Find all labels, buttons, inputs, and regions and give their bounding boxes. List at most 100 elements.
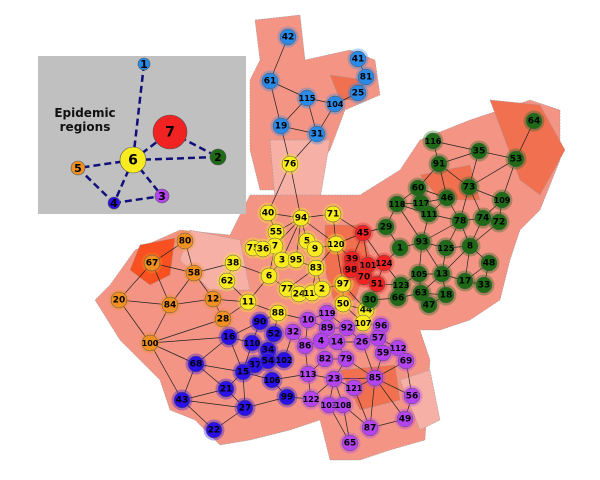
node-label: 58	[188, 269, 201, 279]
node-label: 34	[262, 346, 275, 356]
node-label: 20	[113, 296, 126, 306]
edge-100-16	[149, 336, 230, 344]
edge-67-20	[118, 262, 153, 301]
node-label: 44	[360, 306, 373, 316]
node-80: 80	[174, 230, 196, 252]
node-label: 69	[400, 357, 413, 367]
node-label: 49	[399, 415, 412, 425]
node-label: 17	[459, 277, 472, 287]
node-label: 65	[344, 439, 357, 449]
node-13: 13	[431, 263, 453, 285]
node-label: 19	[275, 122, 288, 132]
node-111: 111	[418, 203, 440, 225]
node-102: 102	[273, 349, 295, 371]
node-label: 70	[358, 273, 371, 283]
node-label: 53	[510, 155, 523, 165]
node-32: 32	[282, 321, 304, 343]
node-61: 61	[259, 70, 281, 92]
node-label: 98	[345, 266, 358, 276]
node-label: 106	[264, 376, 281, 385]
node-98: 98	[340, 259, 362, 281]
node-47: 47	[418, 294, 440, 316]
node-124: 124	[373, 252, 395, 274]
inset-region-label: 7	[165, 125, 175, 141]
inset-region-label: 2	[214, 151, 222, 164]
node-label: 48	[483, 259, 496, 269]
node-15: 15	[232, 361, 254, 383]
edge-100-43	[149, 342, 183, 401]
node-label: 2	[319, 285, 325, 295]
inset-region-5: 5	[70, 160, 86, 176]
node-label: 82	[319, 355, 332, 365]
node-label: 105	[411, 270, 428, 279]
node-label: 50	[337, 300, 350, 310]
edge-28-100	[149, 318, 224, 344]
node-83: 83	[305, 257, 327, 279]
inset-region-1: 1	[137, 57, 151, 71]
node-72: 72	[488, 211, 510, 233]
node-label: 101	[360, 261, 377, 270]
node-22: 22	[203, 419, 225, 441]
node-label: 104	[327, 100, 344, 109]
node-69: 69	[395, 350, 417, 372]
node-122: 122	[300, 388, 322, 410]
node-8: 8	[459, 235, 481, 257]
node-label: 64	[528, 117, 541, 127]
node-18: 18	[435, 284, 457, 306]
node-57: 57	[367, 327, 389, 349]
node-label: 51	[371, 280, 384, 290]
node-label: 122	[303, 395, 320, 404]
node-87: 87	[359, 417, 381, 439]
node-label: 60	[412, 184, 425, 194]
node-label: 97	[337, 280, 350, 290]
node-50: 50	[332, 293, 354, 315]
node-56: 56	[401, 385, 423, 407]
node-64: 64	[523, 110, 545, 132]
node-label: 72	[493, 218, 506, 228]
edge-100-68	[149, 342, 197, 365]
node-66: 66	[387, 287, 409, 309]
node-label: 75	[247, 244, 260, 254]
edge-76-40	[267, 163, 291, 214]
node-label: 85	[369, 374, 382, 384]
node-115: 115	[296, 87, 318, 109]
node-2: 2	[311, 278, 333, 300]
node-label: 71	[327, 210, 340, 220]
node-label: 86	[299, 342, 312, 352]
node-120: 120	[325, 233, 347, 255]
node-105: 105	[408, 263, 430, 285]
node-label: 87	[364, 424, 377, 434]
node-label: 40	[262, 209, 275, 219]
node-17: 17	[454, 270, 476, 292]
node-label: 24	[293, 290, 306, 300]
node-label: 25	[352, 89, 365, 99]
node-53: 53	[505, 148, 527, 170]
node-label: 66	[392, 294, 405, 304]
node-27: 27	[234, 397, 256, 419]
inset-edge-6-5	[77, 158, 134, 170]
node-24: 24	[288, 283, 310, 305]
node-label: 95	[290, 256, 303, 266]
node-label: 37	[249, 361, 262, 371]
node-label: 52	[268, 330, 281, 340]
node-62: 62	[216, 270, 238, 292]
node-label: 16	[223, 333, 236, 343]
node-40: 40	[257, 202, 279, 224]
node-52: 52	[263, 323, 285, 345]
node-29: 29	[375, 216, 397, 238]
node-label: 31	[311, 130, 324, 140]
node-label: 114	[304, 289, 321, 298]
node-104: 104	[324, 93, 346, 115]
node-label: 47	[423, 301, 436, 311]
node-label: 32	[287, 328, 300, 338]
node-106: 106	[261, 369, 283, 391]
node-88: 88	[267, 302, 289, 324]
node-label: 14	[331, 338, 344, 348]
node-label: 57	[372, 334, 385, 344]
inset-panel: 1 2 3 4 5 6 7	[38, 56, 246, 214]
node-16: 16	[218, 326, 240, 348]
inset-edge-4-3	[113, 194, 163, 205]
node-76: 76	[279, 153, 301, 175]
